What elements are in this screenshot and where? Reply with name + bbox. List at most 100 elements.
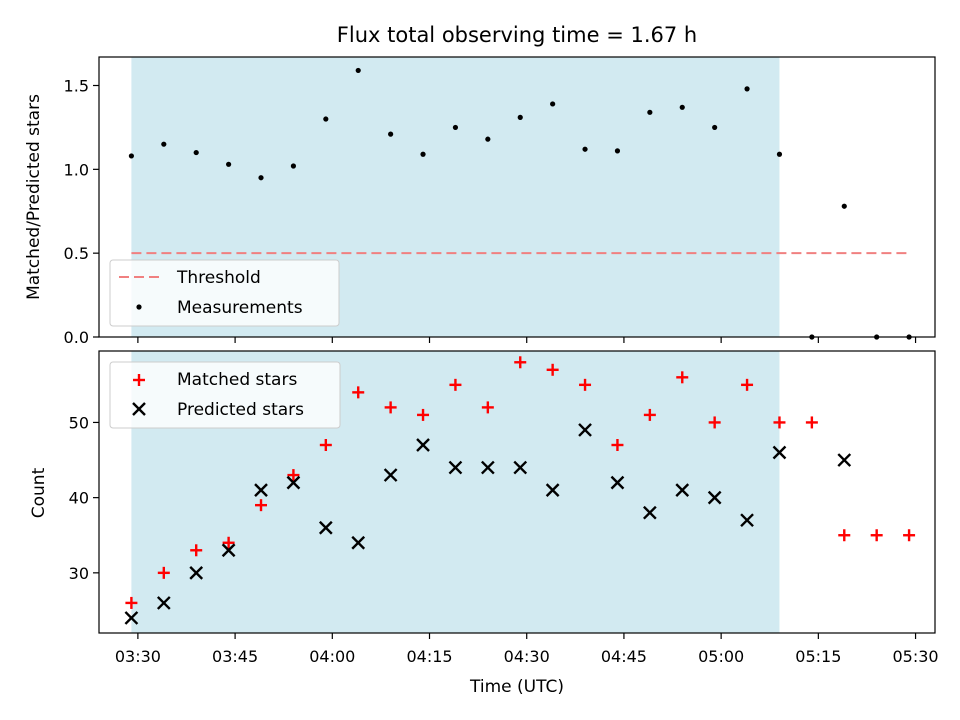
bottom-y-tick-label: 30 xyxy=(69,564,89,583)
matched-star-point xyxy=(741,378,754,391)
measurement-point xyxy=(258,175,264,181)
bottom-y-tick-label: 40 xyxy=(69,489,89,508)
predicted-star-point xyxy=(286,475,301,490)
matched-star-point xyxy=(255,499,268,512)
matched-star-point xyxy=(903,529,916,542)
matched-star-point xyxy=(319,439,332,451)
matched-star-point xyxy=(514,356,527,369)
predicted-star-point xyxy=(383,468,398,482)
matched-star-point xyxy=(676,371,689,384)
x-tick-label: 03:45 xyxy=(212,647,258,666)
measurement-point xyxy=(420,151,426,157)
matched-star-point xyxy=(157,566,170,579)
matched-star-point xyxy=(449,378,462,391)
matched-star-point xyxy=(773,416,786,429)
matched-star-point xyxy=(352,386,365,399)
predicted-star-point xyxy=(675,483,690,497)
measurement-point xyxy=(290,163,297,169)
measurement-point xyxy=(679,104,685,110)
matched-star-point xyxy=(417,408,430,421)
legend-measurements-label: Measurements xyxy=(177,298,303,318)
legend-matched-label: Matched stars xyxy=(177,370,297,390)
measurement-point xyxy=(647,109,653,115)
x-tick-label: 04:45 xyxy=(601,647,647,666)
x-tick-label: 03:30 xyxy=(115,647,161,666)
legend-predicted-label: Predicted stars xyxy=(177,400,304,420)
predicted-star-point xyxy=(480,460,495,475)
predicted-star-point xyxy=(156,596,171,610)
x-tick-label: 05:30 xyxy=(893,647,939,666)
chart-title: Flux total observing time = 1.67 h xyxy=(337,23,697,47)
legend-matched-swatch xyxy=(133,374,145,386)
matched-star-point xyxy=(708,416,721,429)
measurement-point xyxy=(776,151,783,157)
measurement-point xyxy=(517,114,523,120)
predicted-star-point xyxy=(318,520,333,535)
matched-star-point xyxy=(611,439,624,451)
x-tick-label: 04:15 xyxy=(406,647,452,666)
measurement-point xyxy=(355,67,361,74)
x-axis-label: Time (UTC) xyxy=(469,677,564,697)
bottom-y-tick-label: 50 xyxy=(69,413,89,432)
predicted-star-point xyxy=(513,460,528,475)
matched-star-point xyxy=(384,401,397,414)
predicted-star-point xyxy=(740,513,754,528)
top-legend-box xyxy=(109,259,340,327)
measurement-point xyxy=(161,141,167,147)
predicted-star-point xyxy=(124,611,139,625)
matched-star-point xyxy=(125,596,138,609)
predicted-star-point xyxy=(448,460,463,475)
bottom-panel: 30 40 50 03:30 03:45 04:00 04:15 04:30 04:45 05:… xyxy=(29,350,939,697)
matched-star-point xyxy=(222,536,235,549)
matched-star-point xyxy=(546,363,559,376)
measurement-point xyxy=(841,203,847,209)
top-y-axis-label: Matched/Predicted stars xyxy=(24,94,44,300)
bottom-legend: Matched stars Predicted stars xyxy=(109,361,341,429)
predicted-star-point xyxy=(254,483,268,497)
x-tick-label: 04:30 xyxy=(504,647,550,666)
legend-measurements-swatch xyxy=(136,304,142,310)
top-y-tick-label: 1.5 xyxy=(64,77,89,96)
measurement-point xyxy=(193,149,199,156)
measurement-point xyxy=(323,116,329,122)
bottom-y-axis-label: Count xyxy=(29,467,49,518)
predicted-star-point xyxy=(221,543,236,558)
predicted-star-point xyxy=(837,453,852,467)
legend-threshold-label: Threshold xyxy=(176,268,261,288)
matched-star-point xyxy=(870,529,883,542)
bottom-legend-box xyxy=(109,361,341,429)
star-count-points xyxy=(124,356,916,625)
matched-star-point xyxy=(643,408,656,421)
top-y-tick-label: 1.0 xyxy=(64,160,89,179)
measurement-point xyxy=(452,124,459,131)
predicted-star-point xyxy=(707,490,722,505)
top-y-tick-label: 0.0 xyxy=(64,328,89,347)
top-axes-frame xyxy=(98,56,936,338)
top-panel: 0.0 0.5 1.0 1.5 Matched/Predicted stars Thr… xyxy=(24,56,936,347)
bottom-y-ticks: 30 40 50 xyxy=(69,413,99,583)
measurement-point xyxy=(128,153,135,159)
matched-star-point xyxy=(805,416,818,429)
predicted-star-point xyxy=(416,438,430,452)
measurement-point xyxy=(744,86,750,92)
predicted-star-point xyxy=(351,535,366,550)
legend-predicted-swatch xyxy=(132,402,146,416)
bottom-x-ticks: 03:30 03:45 04:00 04:15 04:30 04:45 05:00 05:15… xyxy=(115,633,939,666)
top-x-ticks xyxy=(137,337,917,343)
x-tick-label: 05:15 xyxy=(795,647,841,666)
x-tick-label: 05:00 xyxy=(698,647,744,666)
x-tick-label: 04:00 xyxy=(309,647,355,666)
measurement-point xyxy=(550,101,556,107)
top-legend: Threshold Measurements xyxy=(109,259,340,327)
predicted-star-point xyxy=(610,475,625,490)
measurement-point xyxy=(388,131,394,137)
measurement-point xyxy=(614,148,621,154)
matched-star-point xyxy=(838,529,851,542)
measurement-point xyxy=(485,136,491,142)
top-y-tick-label: 0.5 xyxy=(64,244,89,263)
predicted-star-point xyxy=(643,505,657,520)
measurement-point xyxy=(226,161,232,167)
predicted-star-point xyxy=(772,445,787,460)
predicted-star-point xyxy=(189,565,204,580)
